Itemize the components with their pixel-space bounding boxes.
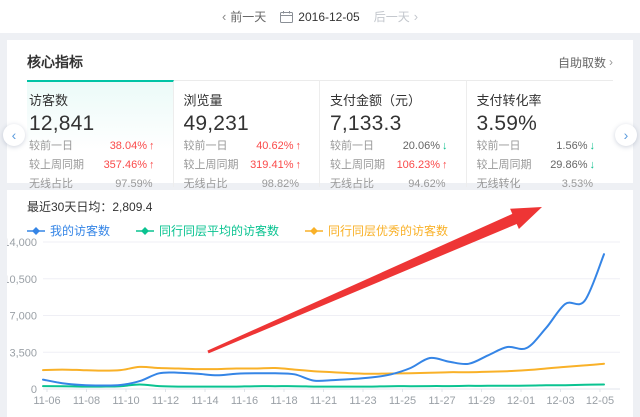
- chevron-left-icon: ‹: [221, 9, 227, 24]
- line-diamond-marker-icon: [136, 226, 155, 235]
- legend-item-my-visitors[interactable]: 我的访客数: [27, 222, 110, 239]
- calendar-icon: [280, 10, 294, 23]
- svg-text:11-10: 11-10: [112, 395, 139, 407]
- svg-text:11-27: 11-27: [428, 395, 455, 407]
- stat-row: 较前一日 40.62% ↑: [184, 137, 302, 155]
- chevron-right-icon: ›: [413, 9, 419, 24]
- next-day-button[interactable]: 后一天 ›: [374, 8, 418, 25]
- svg-text:11-12: 11-12: [152, 395, 179, 407]
- prev-day-button[interactable]: ‹ 前一天: [222, 8, 266, 25]
- trend-arrow-icon: ↑: [295, 140, 302, 152]
- trend-arrow-icon: ↓: [589, 159, 596, 171]
- svg-text:10,500: 10,500: [7, 274, 37, 286]
- stat-row: 无线转化 3.53%: [476, 178, 594, 190]
- trend-arrow-icon: ↓: [442, 140, 448, 152]
- chevron-right-icon: ›: [609, 55, 613, 69]
- visitors-line-chart[interactable]: 0 3,500 7,000 10,500 14,000 11-06 11-08 11-10 11…: [7, 230, 633, 415]
- date-picker[interactable]: 2016-12-05: [280, 9, 360, 24]
- metric-label: 支付金额（元）: [330, 93, 422, 108]
- trend-arrow-icon: ↑: [442, 159, 448, 171]
- 30day-average-label: 最近30天日均：2,809.4: [27, 200, 153, 214]
- metric-tabs: 访客数 12,841 较前一日 38.04% ↑ 较上周同期 357.46% ↑ 无…: [27, 80, 613, 190]
- stat-row: 较上周同期 357.46% ↑: [29, 156, 155, 174]
- tab-conversion-rate[interactable]: 支付转化率 3.59% 较前一日 1.56% ↓ 较上周同期 29.86% ↓ 无线…: [466, 80, 613, 190]
- stat-row: 较前一日 20.06% ↓: [330, 137, 448, 155]
- svg-text:14,000: 14,000: [7, 237, 37, 249]
- trend-arrow-icon: ↑: [149, 140, 155, 152]
- stat-row: 较前一日 38.04% ↑: [29, 137, 155, 155]
- self-service-data-link[interactable]: 自助取数 ›: [557, 55, 613, 70]
- svg-text:7,000: 7,000: [9, 311, 37, 323]
- svg-text:12-03: 12-03: [546, 395, 574, 407]
- stat-row: 较上周同期 319.41% ↑: [184, 156, 302, 174]
- svg-text:11-16: 11-16: [231, 395, 258, 407]
- metric-label: 浏览量: [183, 93, 223, 108]
- date-navigation-bar: ‹ 前一天 2016-12-05 后一天 ›: [0, 0, 640, 33]
- metric-label: 访客数: [29, 93, 69, 108]
- stat-row: 无线占比 98.82%: [183, 178, 300, 190]
- svg-text:11-21: 11-21: [310, 395, 337, 407]
- svg-text:3,500: 3,500: [9, 347, 37, 359]
- current-date: 2016-12-05: [298, 9, 360, 24]
- tab-visitors[interactable]: 访客数 12,841 较前一日 38.04% ↑ 较上周同期 357.46% ↑ 无…: [27, 80, 174, 190]
- date-nav: ‹ 前一天 2016-12-05 后一天 ›: [222, 8, 418, 25]
- svg-text:0: 0: [31, 384, 37, 396]
- metric-label: 支付转化率: [476, 93, 542, 108]
- trend-arrow-icon: ↑: [149, 159, 155, 171]
- stat-row: 较上周同期 106.23% ↑: [330, 156, 448, 174]
- stat-row: 较前一日 1.56% ↓: [477, 137, 596, 155]
- tab-payment-amount[interactable]: 支付金额（元） 7,133.3 较前一日 20.06% ↓ 较上周同期 106.2…: [320, 80, 467, 190]
- line-diamond-marker-icon: [27, 226, 45, 235]
- stat-row: 无线占比 94.62%: [330, 178, 446, 190]
- svg-text:11-08: 11-08: [73, 395, 100, 407]
- svg-text:11-29: 11-29: [468, 395, 495, 407]
- trend-arrow-icon: ↓: [589, 140, 596, 152]
- stat-row: 无线占比 97.59%: [29, 178, 153, 190]
- svg-text:12-01: 12-01: [507, 395, 535, 407]
- svg-text:11-06: 11-06: [33, 395, 60, 407]
- svg-text:11-14: 11-14: [191, 395, 218, 407]
- visitors-trend-card: 最近30天日均：2,809.4 我的访客数 同行同层平均的访客数 同行同层优秀的…: [7, 190, 633, 417]
- metric-value: 3.59%: [476, 112, 538, 135]
- next-day-label: 后一天: [373, 10, 410, 24]
- metric-value: 7,133.3: [330, 112, 402, 135]
- prev-day-label: 前一天: [230, 10, 267, 24]
- svg-text:11-18: 11-18: [270, 395, 297, 407]
- tab-pageviews[interactable]: 浏览量 49,231 较前一日 40.62% ↑ 较上周同期 319.41% ↑ 无…: [173, 80, 320, 190]
- stat-row: 较上周同期 29.86% ↓: [477, 156, 596, 174]
- trend-arrow-icon: ↑: [295, 159, 302, 171]
- metric-value: 12,841: [29, 112, 95, 135]
- carousel-next-button[interactable]: ›: [615, 124, 637, 146]
- core-metrics-card: 核心指标 自助取数 › 访客数 12,841 较前一日 38.04% ↑ 较上周同…: [7, 40, 633, 190]
- svg-text:11-25: 11-25: [389, 395, 416, 407]
- core-metrics-title: 核心指标: [27, 54, 83, 70]
- metric-value: 49,231: [183, 112, 249, 135]
- svg-text:12-05: 12-05: [586, 395, 614, 407]
- carousel-prev-button[interactable]: ‹: [3, 124, 25, 146]
- svg-text:11-23: 11-23: [349, 395, 376, 407]
